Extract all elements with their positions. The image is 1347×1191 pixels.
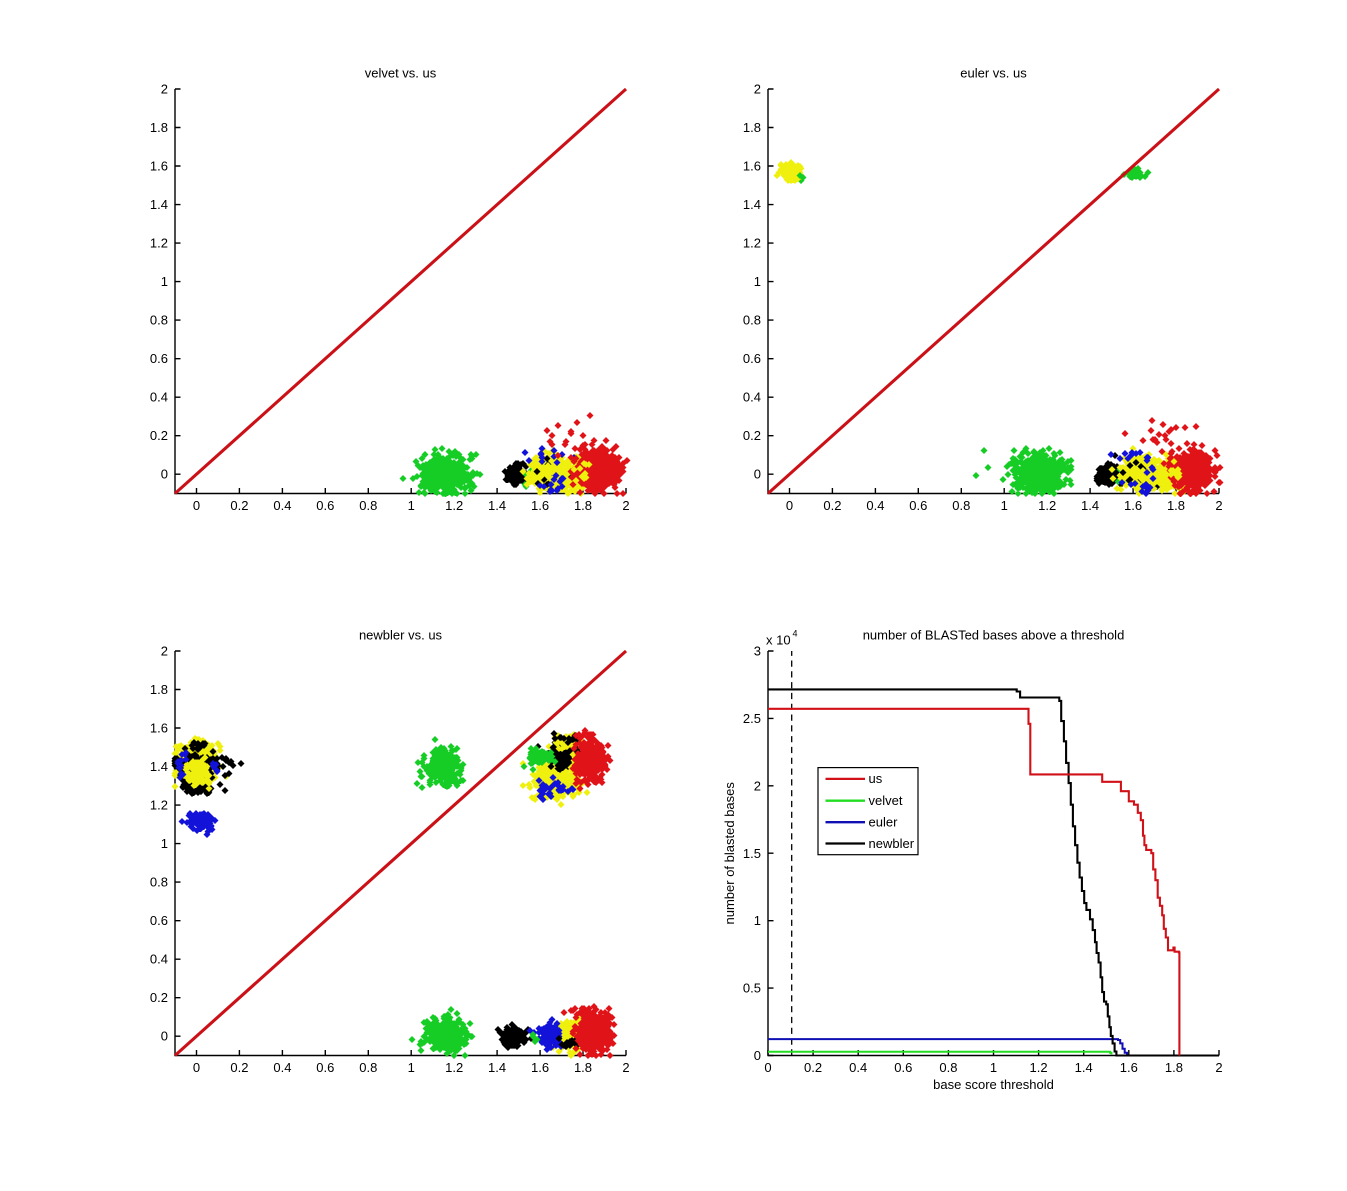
svg-text:1.2: 1.2 (150, 236, 168, 251)
svg-text:0.6: 0.6 (150, 351, 168, 366)
svg-text:1.8: 1.8 (574, 1060, 592, 1075)
svg-text:3: 3 (754, 644, 761, 659)
svg-text:1: 1 (161, 836, 168, 851)
svg-text:1.2: 1.2 (445, 1060, 463, 1075)
svg-text:0.2: 0.2 (150, 990, 168, 1005)
svg-text:2.5: 2.5 (743, 711, 761, 726)
svg-text:0.8: 0.8 (359, 498, 377, 513)
svg-text:1.6: 1.6 (1124, 498, 1142, 513)
svg-text:0.2: 0.2 (230, 1060, 248, 1075)
svg-text:1: 1 (754, 913, 761, 928)
svg-text:1.6: 1.6 (1120, 1060, 1138, 1075)
svg-text:1.6: 1.6 (531, 498, 549, 513)
svg-text:newbler vs. us: newbler vs. us (359, 628, 443, 643)
svg-text:1.8: 1.8 (150, 120, 168, 135)
svg-text:0.4: 0.4 (273, 498, 291, 513)
svg-text:0.4: 0.4 (150, 390, 168, 405)
svg-text:base score threshold: base score threshold (933, 1077, 1054, 1092)
svg-text:0.6: 0.6 (743, 351, 761, 366)
svg-text:1.8: 1.8 (1167, 498, 1185, 513)
svg-text:us: us (869, 771, 883, 786)
svg-text:1.8: 1.8 (574, 498, 592, 513)
svg-text:0.6: 0.6 (909, 498, 927, 513)
svg-text:1.2: 1.2 (445, 498, 463, 513)
svg-text:1.6: 1.6 (531, 1060, 549, 1075)
svg-text:0.8: 0.8 (743, 313, 761, 328)
svg-text:euler vs. us: euler vs. us (960, 66, 1027, 81)
svg-text:1.8: 1.8 (743, 120, 761, 135)
svg-text:1.4: 1.4 (1081, 498, 1099, 513)
svg-text:newbler: newbler (869, 836, 915, 851)
svg-text:0: 0 (786, 498, 793, 513)
svg-text:1.2: 1.2 (1038, 498, 1056, 513)
svg-text:2: 2 (1215, 1060, 1222, 1075)
svg-text:1.4: 1.4 (488, 1060, 506, 1075)
svg-text:1.5: 1.5 (743, 846, 761, 861)
svg-text:1.8: 1.8 (1165, 1060, 1183, 1075)
svg-text:0.6: 0.6 (150, 913, 168, 928)
svg-text:0.6: 0.6 (316, 1060, 334, 1075)
svg-text:1.6: 1.6 (150, 721, 168, 736)
svg-text:0: 0 (193, 1060, 200, 1075)
svg-text:euler: euler (869, 815, 899, 830)
svg-text:0.4: 0.4 (849, 1060, 867, 1075)
svg-text:1.8: 1.8 (150, 682, 168, 697)
svg-text:0.2: 0.2 (743, 428, 761, 443)
svg-text:2: 2 (754, 778, 761, 793)
svg-text:0.8: 0.8 (150, 875, 168, 890)
svg-text:0.5: 0.5 (743, 981, 761, 996)
svg-text:0.8: 0.8 (939, 1060, 957, 1075)
svg-text:0: 0 (161, 467, 168, 482)
svg-text:1: 1 (161, 274, 168, 289)
svg-text:1.2: 1.2 (743, 236, 761, 251)
svg-text:velvet vs. us: velvet vs. us (365, 66, 437, 81)
svg-text:0.6: 0.6 (894, 1060, 912, 1075)
svg-text:2: 2 (161, 82, 168, 97)
svg-text:0.4: 0.4 (866, 498, 884, 513)
svg-text:0.2: 0.2 (230, 498, 248, 513)
svg-text:2: 2 (622, 1060, 629, 1075)
svg-text:1.4: 1.4 (1075, 1060, 1093, 1075)
svg-text:0.4: 0.4 (273, 1060, 291, 1075)
svg-text:0: 0 (764, 1060, 771, 1075)
svg-text:2: 2 (161, 644, 168, 659)
svg-text:1: 1 (754, 274, 761, 289)
svg-text:0.8: 0.8 (150, 313, 168, 328)
svg-text:1.4: 1.4 (488, 498, 506, 513)
svg-text:0: 0 (193, 498, 200, 513)
svg-text:4: 4 (793, 629, 798, 639)
svg-text:2: 2 (622, 498, 629, 513)
svg-text:0.6: 0.6 (316, 498, 334, 513)
svg-text:velvet: velvet (869, 793, 903, 808)
svg-text:0.4: 0.4 (150, 952, 168, 967)
svg-text:1.4: 1.4 (150, 759, 168, 774)
svg-text:0.2: 0.2 (804, 1060, 822, 1075)
svg-text:1: 1 (1001, 498, 1008, 513)
svg-text:1.4: 1.4 (150, 197, 168, 212)
svg-text:0.4: 0.4 (743, 390, 761, 405)
svg-text:1.2: 1.2 (1030, 1060, 1048, 1075)
svg-text:0.8: 0.8 (952, 498, 970, 513)
svg-text:0.8: 0.8 (359, 1060, 377, 1075)
svg-text:1: 1 (408, 498, 415, 513)
svg-text:0: 0 (754, 1048, 761, 1063)
svg-text:2: 2 (1215, 498, 1222, 513)
svg-text:1.6: 1.6 (150, 159, 168, 174)
svg-text:1.4: 1.4 (743, 197, 761, 212)
svg-text:0.2: 0.2 (823, 498, 841, 513)
svg-text:0: 0 (161, 1029, 168, 1044)
svg-text:2: 2 (754, 82, 761, 97)
svg-text:0.2: 0.2 (150, 428, 168, 443)
svg-text:0: 0 (754, 467, 761, 482)
svg-text:1: 1 (408, 1060, 415, 1075)
svg-text:x 10: x 10 (766, 633, 791, 648)
svg-text:1.6: 1.6 (743, 159, 761, 174)
svg-text:number of blasted bases: number of blasted bases (722, 782, 737, 925)
svg-text:1: 1 (990, 1060, 997, 1075)
svg-text:number of BLASTed bases above: number of BLASTed bases above a threshol… (863, 628, 1125, 643)
svg-text:1.2: 1.2 (150, 798, 168, 813)
